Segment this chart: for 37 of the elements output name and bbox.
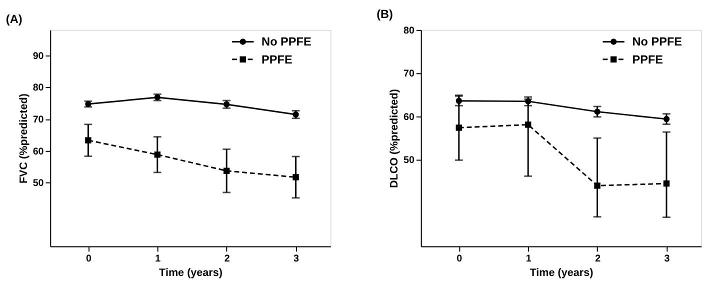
point	[456, 124, 462, 131]
point	[292, 174, 299, 180]
y-tick-label: 90	[32, 50, 44, 62]
x-tick-label: 0	[456, 253, 463, 264]
legend-label: PPFE	[632, 53, 664, 66]
y-tick-label: 80	[404, 25, 415, 36]
x-tick-label: 2	[224, 253, 230, 264]
point	[663, 180, 670, 187]
point	[525, 122, 532, 128]
x-tick-label: 1	[155, 253, 162, 264]
legend-label: No PPFE	[632, 36, 682, 49]
point	[594, 108, 600, 115]
point	[154, 152, 161, 158]
legend-label: PPFE	[262, 53, 292, 66]
x-tick-label: 0	[86, 253, 92, 264]
y-axis-title: DLCO (%predicted)	[388, 88, 401, 188]
x-tick-label: 3	[294, 253, 300, 264]
y-tick-label: 60	[404, 112, 415, 123]
y-axis-title: FVC (%predicted)	[18, 93, 30, 184]
x-tick-label: 1	[526, 253, 532, 264]
x-axis-title: Time (years)	[159, 267, 223, 280]
y-tick-label: 80	[32, 82, 44, 94]
point	[223, 168, 230, 174]
legend-label: No PPFE	[262, 36, 312, 49]
x-tick-label: 2	[595, 253, 602, 264]
point	[594, 182, 600, 189]
x-tick-label: 3	[664, 253, 670, 264]
y-tick-label: 70	[32, 114, 44, 126]
x-axis-title: Time (years)	[530, 267, 594, 280]
y-tick-label: 70	[404, 68, 415, 80]
y-tick-label: 50	[32, 178, 44, 190]
y-tick-label: 60	[32, 146, 44, 158]
chart-title: (B)	[376, 8, 394, 22]
point	[85, 137, 92, 144]
chart-title: (A)	[6, 13, 22, 26]
y-tick-label: 50	[404, 155, 415, 166]
point	[663, 116, 670, 122]
